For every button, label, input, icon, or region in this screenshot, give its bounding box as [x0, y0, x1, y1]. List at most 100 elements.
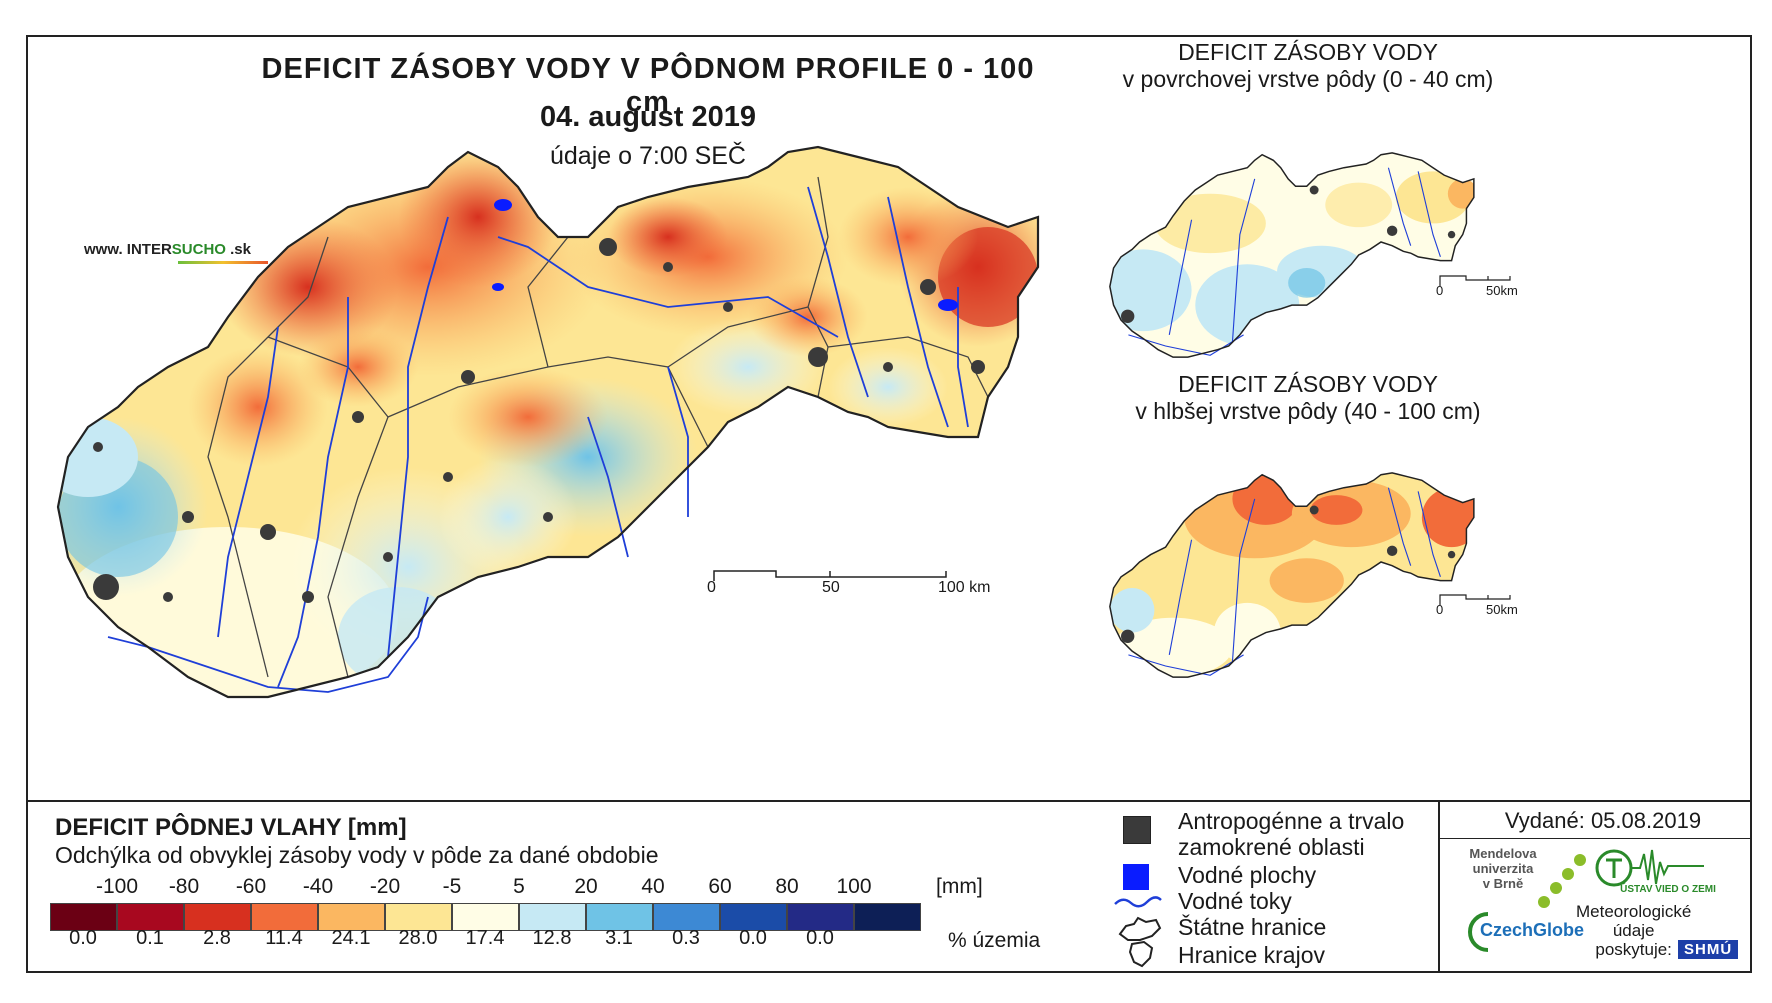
legend-swatch [318, 903, 385, 931]
key-water-swatch [1123, 864, 1149, 890]
uvgz-logo [1595, 849, 1704, 887]
legend-tick-label: -40 [302, 875, 334, 898]
legend-tick-label: 20 [574, 875, 598, 898]
main-scale-bar [713, 570, 947, 581]
met-data-credit: Meteorologické údaje poskytuje: [1576, 902, 1691, 959]
main-scale-100: 100 km [938, 579, 991, 596]
main-map [56, 145, 1040, 699]
map-time: údaje o 7:00 SEČ [550, 142, 746, 170]
key-anthropogenic-label: Antropogénne a trvalo zamokrené oblasti [1178, 808, 1404, 860]
key-state-border-label: Štátne hranice [1178, 914, 1327, 940]
inset-1-map [1109, 152, 1475, 358]
mendel-logo-dots [1538, 854, 1586, 908]
inset-1-title-line1: DEFICIT ZÁSOBY VODY [1178, 39, 1438, 65]
inset-2-scale-50: 50km [1486, 602, 1518, 617]
legend-pct-unit: % územia [948, 929, 1041, 952]
legend-tick-label: -5 [442, 875, 462, 898]
legend-pct-label: 0.0 [739, 927, 767, 949]
inset-2-title-line2: v hlbšej vrstve pôdy (40 - 100 cm) [1135, 398, 1481, 424]
map-area: DEFICIT ZÁSOBY VODY V PÔDNOM PROFILE 0 -… [28, 37, 1750, 800]
legend-pct-label: 0.0 [69, 927, 97, 949]
map-title: DEFICIT ZÁSOBY VODY V PÔDNOM PROFILE 0 -… [261, 53, 1035, 118]
legend-tick-label: 5 [513, 875, 525, 898]
site-underline [178, 261, 268, 264]
shmu-logo: SHMÚ [1678, 940, 1739, 959]
legend-tick-label: 100 [836, 875, 872, 898]
credits-divider [1438, 802, 1440, 973]
uvgz-label: ÚSTAV VIED O ZEMI [1620, 884, 1716, 895]
legend-pct-label: 24.1 [331, 927, 371, 949]
issued-date: Vydané: 05.08.2019 [1504, 808, 1702, 833]
legend-swatch [184, 903, 251, 931]
legend-swatch [586, 903, 653, 931]
legend-tick-label: 40 [641, 875, 665, 898]
met-line1: Meteorologické [1576, 902, 1692, 921]
legend-tick-label: -20 [369, 875, 401, 898]
met-line2: údaje [1612, 921, 1655, 940]
issued-divider [1438, 838, 1750, 839]
key-region-symbol [1128, 940, 1154, 968]
map-frame: DEFICIT ZÁSOBY VODY V PÔDNOM PROFILE 0 -… [26, 35, 1752, 973]
main-scale-0: 0 [707, 579, 716, 596]
inset-2-title-line1: DEFICIT ZÁSOBY VODY [1178, 371, 1438, 397]
legend-pct-label: 12.8 [532, 927, 572, 949]
legend-tick-label: 60 [708, 875, 732, 898]
inset-1-title: DEFICIT ZÁSOBY VODY v povrchovej vrstve … [1108, 39, 1508, 93]
key-anthropogenic-line2: zamokrené oblasti [1178, 834, 1365, 860]
mendel-line3: v Brně [1482, 876, 1524, 891]
inset-1-title-line2: v povrchovej vrstve pôdy (0 - 40 cm) [1122, 66, 1494, 92]
legend-pct-label: 17.4 [465, 927, 505, 949]
inset-1-scale-0: 0 [1436, 283, 1444, 298]
legend-swatch [787, 903, 854, 931]
legend-panel: DEFICIT PÔDNEJ VLAHY [mm] Odchýlka od ob… [28, 800, 1750, 973]
main-scale-50: 50 [822, 579, 840, 596]
inset-1-scale-bar [1439, 275, 1511, 286]
legend-swatch [519, 903, 586, 931]
legend-swatch [854, 903, 921, 931]
legend-swatch [452, 903, 519, 931]
intersucho-link[interactable]: www. INTERSUCHO .sk [84, 241, 251, 258]
mendel-line2: univerzita [1472, 861, 1534, 876]
legend-swatch [50, 903, 117, 931]
legend-pct-label: 3.1 [605, 927, 633, 949]
legend-pct-label: 0.1 [136, 927, 164, 949]
key-streams-label: Vodné toky [1178, 888, 1292, 914]
legend-tick-label: -80 [168, 875, 200, 898]
map-date: 04. august 2019 [540, 101, 756, 133]
legend-pct-label: 2.8 [203, 927, 231, 949]
met-line3: poskytuje: [1595, 940, 1672, 959]
legend-swatch [117, 903, 184, 931]
mendel-logo-text: Mendelova univerzita v Brně [1458, 846, 1548, 891]
czechglobe-logo-arc [1468, 912, 1489, 952]
legend-pct-label: 0.0 [806, 927, 834, 949]
legend-swatch [653, 903, 720, 931]
legend-unit: [mm] [936, 875, 983, 898]
inset-2-title: DEFICIT ZÁSOBY VODY v hlbšej vrstve pôdy… [1108, 371, 1508, 425]
key-water-label: Vodné plochy [1178, 862, 1317, 888]
legend-subtitle: Odchýlka od obvyklej zásoby vody v pôde … [55, 842, 659, 868]
key-border-symbol [1118, 916, 1162, 941]
legend-pct-label: 28.0 [398, 927, 438, 949]
site-suffix: .sk [225, 241, 251, 258]
key-anthropogenic-swatch [1123, 816, 1151, 844]
legend-tick-label: 80 [775, 875, 799, 898]
legend-swatch [720, 903, 787, 931]
legend-title: DEFICIT PÔDNEJ VLAHY [mm] [55, 814, 407, 841]
legend-tick-label: -100 [95, 875, 139, 898]
key-stream-symbol [1114, 896, 1162, 908]
legend-swatch [251, 903, 318, 931]
legend-swatch [385, 903, 452, 931]
inset-2-scale-0: 0 [1436, 602, 1444, 617]
legend-pct-label: 11.4 [265, 927, 303, 949]
legend-pct-label: 0.3 [672, 927, 700, 949]
inset-2-scale-bar [1439, 594, 1511, 605]
czechglobe-logo: CzechGlobe [1480, 920, 1585, 940]
key-anthropogenic-line1: Antropogénne a trvalo [1178, 808, 1405, 834]
inset-1-scale-50: 50km [1486, 283, 1518, 298]
site-prefix: www. INTER [84, 241, 172, 258]
key-region-border-label: Hranice krajov [1178, 942, 1325, 968]
legend-tick-label: -60 [235, 875, 267, 898]
site-highlight: SUCHO [171, 241, 226, 258]
inset-2-map [1109, 472, 1475, 678]
mendel-line1: Mendelova [1469, 846, 1537, 861]
